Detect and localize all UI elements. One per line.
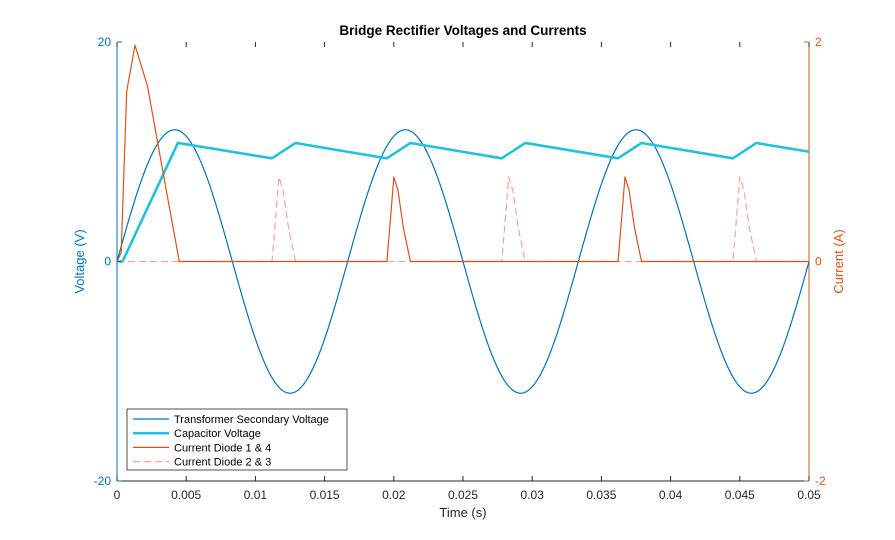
right-y-tick-label: 2 (815, 35, 822, 49)
series-layer (116, 44, 810, 394)
x-tick-label: 0.02 (382, 488, 406, 502)
x-tick-label: 0.05 (797, 488, 821, 502)
right-y-tick-label: 0 (815, 255, 822, 269)
series-capacitor-voltage-line (117, 141, 810, 263)
x-tick-label: 0.015 (310, 488, 340, 502)
x-tick-label: 0.035 (586, 488, 616, 502)
legend-item-capacitor-voltage-label: Capacitor Voltage (174, 428, 261, 440)
left-y-tick-label: 20 (98, 35, 112, 49)
legend-item-diode-2-3-label: Current Diode 2 & 3 (174, 457, 271, 469)
x-tick-label: 0.045 (725, 488, 755, 502)
chart-title: Bridge Rectifier Voltages and Currents (339, 23, 586, 38)
ticks-layer: 0 0.005 0.01 0.015 0.02 0.025 0.03 0.035 0.04 0.0… (94, 35, 826, 502)
right-y-tick-label: -2 (815, 474, 826, 488)
left-y-axis-label: Voltage (V) (72, 229, 87, 293)
right-y-axis-label: Current (A) (831, 229, 846, 293)
x-tick-label: 0 (114, 488, 121, 502)
legend: Transformer Secondary Voltage Capacitor V… (126, 408, 348, 471)
legend-item-secondary-voltage-label: Transformer Secondary Voltage (174, 414, 329, 426)
series-diode-2-3-current-line (117, 176, 809, 263)
left-y-tick-label: -20 (94, 474, 112, 488)
series-diode-1-4-current-line (116, 44, 809, 263)
x-tick-label: 0.005 (171, 488, 201, 502)
x-tick-label: 0.01 (244, 488, 268, 502)
legend-item-diode-1-4-label: Current Diode 1 & 4 (174, 442, 271, 454)
x-tick-label: 0.025 (448, 488, 478, 502)
x-tick-label: 0.04 (659, 488, 683, 502)
x-axis-label: Time (s) (439, 505, 486, 520)
x-tick-label: 0.03 (521, 488, 545, 502)
left-y-tick-label: 0 (104, 255, 111, 269)
